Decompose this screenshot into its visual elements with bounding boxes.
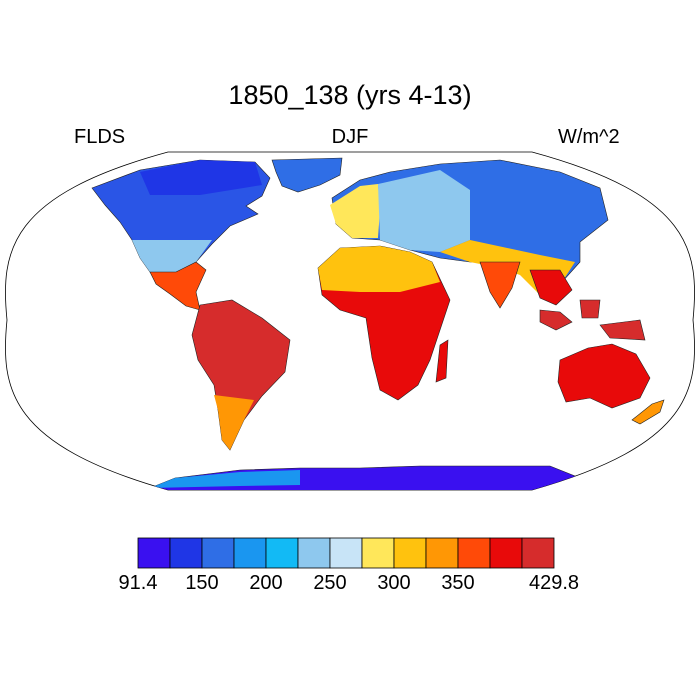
variable-label: FLDS [74,126,126,148]
north-america-south-band [132,240,212,282]
madagascar-icon [435,339,449,383]
greenland-icon [271,157,343,193]
colorbar-tick-5: 350 [441,572,475,594]
colorbar-swatch-3 [233,537,267,569]
antarctica-coast-band [150,470,300,488]
colorbar-swatch-7 [361,537,395,569]
colorbar-swatch-12 [521,537,555,569]
central-america-icon [149,261,207,311]
south-america-south-band [214,395,254,450]
colorbar-swatch-8 [393,537,427,569]
colorbar-swatch-5 [297,537,331,569]
india-icon [479,261,521,309]
indonesia-icon [539,299,646,341]
colorbar-swatch-2 [201,537,235,569]
europe-warm-band [330,184,380,238]
west-asia-band [378,170,470,252]
southeast-asia-icon [529,269,573,306]
sahara-band [318,246,440,292]
season-label: DJF [331,126,369,148]
new-zealand-icon [631,399,665,425]
colorbar-swatch-6 [329,537,363,569]
colorbar-tick-4: 300 [377,572,411,594]
colorbar-swatch-0 [137,537,171,569]
canada-north-band [140,160,262,195]
plot-title: 1850_138 (yrs 4-13) [228,80,472,110]
australia-icon [557,343,651,409]
units-label: W/m^2 [558,126,620,148]
colorbar-tick-1: 150 [185,572,219,594]
colorbar-swatch-10 [457,537,491,569]
colorbar-tick-2: 200 [249,572,283,594]
colorbar-swatch-9 [425,537,459,569]
colorbar-tick-6: 429.8 [528,572,580,594]
colorbar-swatch-1 [169,537,203,569]
colorbar-tick-3: 250 [313,572,347,594]
colorbar-swatch-4 [265,537,299,569]
colorbar-swatch-11 [489,537,523,569]
colorbar-tick-0: 91.4 [118,572,158,594]
